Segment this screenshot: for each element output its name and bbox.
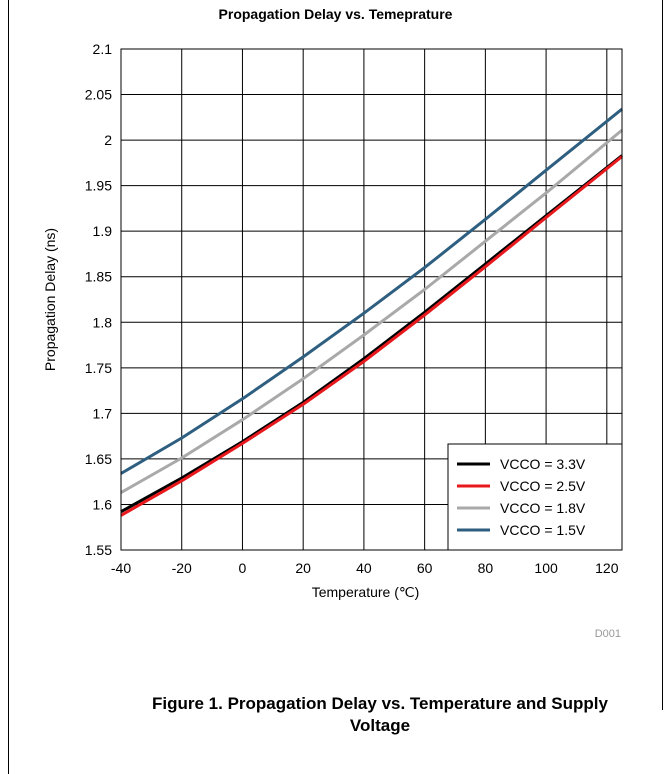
x-axis-label: Temperature (℃): [312, 584, 420, 600]
x-tick-label: 0: [239, 560, 247, 576]
legend-label: VCCO = 1.8V: [500, 500, 586, 516]
x-tick-label: 40: [356, 560, 372, 576]
caption-line-1: Figure 1. Propagation Delay vs. Temperat…: [152, 694, 608, 713]
chart-title: Propagation Delay vs. Temeprature: [218, 6, 453, 22]
x-tick-label: 100: [534, 560, 558, 576]
legend: VCCO = 3.3V VCCO = 2.5V VCCO = 1.8V VCCO = …: [447, 443, 623, 551]
y-tick-label: 2: [104, 132, 112, 148]
chart-area: -40 -20 0 20 40 60 80 100 120 1.55 1.6 1.65 1.7 1.75…: [42, 41, 623, 640]
series-line-3: [120, 107, 623, 475]
y-tick-label: 1.55: [85, 542, 112, 558]
x-tick-label: -40: [111, 560, 131, 576]
series-line-1: [120, 155, 623, 517]
y-tick-label: 1.8: [93, 314, 113, 330]
plot-border: [120, 48, 623, 551]
series-lines: [120, 107, 623, 517]
series-line-2: [120, 128, 623, 494]
y-tick-label: 1.6: [93, 496, 113, 512]
legend-label: VCCO = 3.3V: [500, 456, 586, 472]
series-line-0: [120, 154, 623, 514]
x-tick-label: 120: [595, 560, 619, 576]
figure-caption: Figure 1. Propagation Delay vs. Temperat…: [80, 693, 671, 737]
y-tick-labels: 1.55 1.6 1.65 1.7 1.75 1.8 1.85 1.9 1.95 2 2.05 2.1: [85, 41, 112, 558]
x-tick-label: 60: [417, 560, 433, 576]
y-tick-label: 2.05: [85, 87, 112, 103]
y-axis-label: Propagation Delay (ns): [42, 228, 58, 371]
y-tick-label: 1.9: [93, 223, 113, 239]
y-tick-label: 2.1: [93, 41, 113, 57]
x-tick-label: 20: [295, 560, 311, 576]
x-tick-labels: -40 -20 0 20 40 60 80 100 120: [111, 560, 619, 576]
y-tick-label: 1.85: [85, 269, 112, 285]
x-tick-label: -20: [172, 560, 192, 576]
legend-label: VCCO = 2.5V: [500, 478, 586, 494]
plot-id: D001: [595, 628, 621, 640]
y-tick-label: 1.65: [85, 451, 112, 467]
page-right-rule: [662, 0, 663, 710]
legend-label: VCCO = 1.5V: [500, 522, 586, 538]
y-tick-label: 1.75: [85, 360, 112, 376]
y-tick-label: 1.7: [93, 405, 113, 421]
y-tick-label: 1.95: [85, 178, 112, 194]
legend-box: [447, 443, 623, 551]
page-left-rule: [8, 0, 9, 774]
x-tick-label: 80: [478, 560, 494, 576]
caption-line-2: Voltage: [349, 716, 411, 735]
